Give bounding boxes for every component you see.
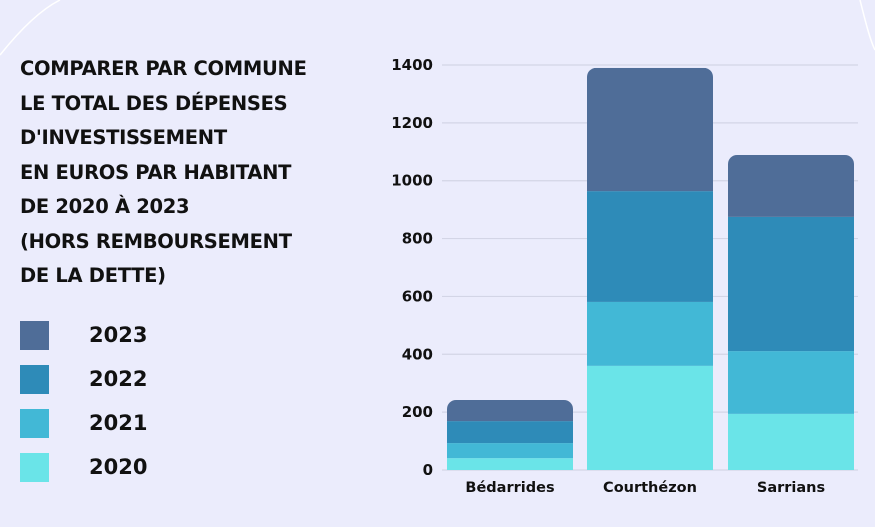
legend-swatch	[20, 320, 49, 350]
title-line: EN EUROS PAR HABITANT	[20, 160, 292, 184]
bar-2022-Sarrians	[728, 216, 854, 352]
title-line: DE 2020 À 2023	[20, 195, 190, 218]
title-line: D'INVESTISSEMENT	[20, 126, 227, 149]
y-tick-label: 600	[402, 287, 433, 305]
y-tick-label: 400	[402, 345, 433, 363]
bar-2023-Sarrians	[728, 154, 854, 217]
bar-2021-Sarrians	[728, 351, 854, 414]
x-tick-label: Sarrians	[757, 480, 825, 496]
chart-title: COMPARER PAR COMMUNE LE TOTAL DES DÉPENSE…	[20, 52, 350, 294]
x-tick-label: Bédarrides	[465, 480, 554, 496]
bar-2022-Bédarrides	[447, 421, 573, 444]
bar-2023-Courthézon	[587, 67, 713, 192]
title-line: (HORS REMBOURSEMENT	[20, 229, 292, 253]
y-tick-label: 1200	[391, 114, 433, 132]
legend-item-2021: 2021	[20, 408, 147, 438]
legend-swatch	[20, 364, 49, 394]
title-line: COMPARER PAR COMMUNE	[20, 57, 307, 80]
legend-swatch	[20, 408, 49, 438]
legend-item-2020: 2020	[20, 452, 147, 482]
decorative-curve	[0, 0, 61, 56]
y-tick-label: 800	[402, 230, 433, 248]
bar-2021-Bédarrides	[447, 443, 573, 459]
title-line: DE LA DETTE)	[20, 264, 166, 287]
y-tick-label: 1000	[391, 172, 433, 190]
bar-2020-Bédarrides	[447, 458, 573, 470]
legend-item-2022: 2022	[20, 364, 147, 394]
decorative-curve	[859, 0, 875, 51]
legend-label: 2021	[89, 411, 148, 435]
bar-2020-Sarrians	[728, 413, 854, 470]
legend-label: 2023	[89, 323, 148, 347]
bar-2021-Courthézon	[587, 301, 713, 366]
legend-swatch	[20, 452, 49, 482]
bar-2023-Bédarrides	[447, 399, 573, 422]
legend-label: 2022	[89, 367, 148, 391]
y-tick-label: 200	[402, 403, 433, 421]
legend-item-2023: 2023	[20, 320, 147, 350]
bar-2020-Courthézon	[587, 365, 713, 470]
bar-2022-Courthézon	[587, 191, 713, 302]
title-line: LE TOTAL DES DÉPENSES	[20, 91, 288, 115]
y-tick-label: 0	[423, 461, 433, 479]
y-tick-label: 1400	[391, 56, 433, 74]
legend-label: 2020	[89, 455, 148, 479]
x-tick-label: Courthézon	[603, 480, 697, 496]
